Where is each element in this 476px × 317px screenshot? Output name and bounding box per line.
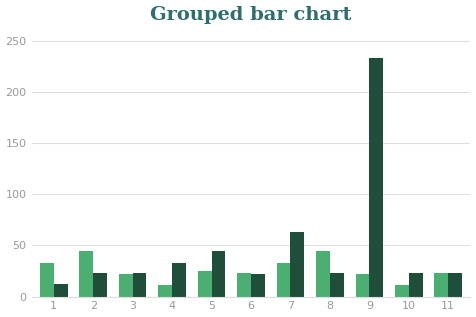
Bar (211, 250, 225, 297)
Bar (198, 271, 211, 297)
Bar (316, 250, 330, 297)
Bar (93, 273, 107, 297)
Bar (409, 273, 423, 297)
Bar (330, 273, 344, 297)
Bar (40, 263, 54, 297)
Bar (356, 274, 369, 297)
Bar (54, 284, 68, 297)
Bar (277, 263, 290, 297)
Bar (133, 273, 147, 297)
Bar (119, 274, 133, 297)
Bar (79, 250, 93, 297)
Bar (435, 273, 448, 297)
Bar (448, 273, 462, 297)
Bar (172, 263, 186, 297)
Bar (251, 274, 265, 297)
Bar (159, 285, 172, 297)
Bar (395, 285, 409, 297)
Bar (290, 232, 304, 297)
Bar (369, 58, 383, 297)
Bar (237, 273, 251, 297)
Title: Grouped bar chart: Grouped bar chart (150, 6, 352, 23)
